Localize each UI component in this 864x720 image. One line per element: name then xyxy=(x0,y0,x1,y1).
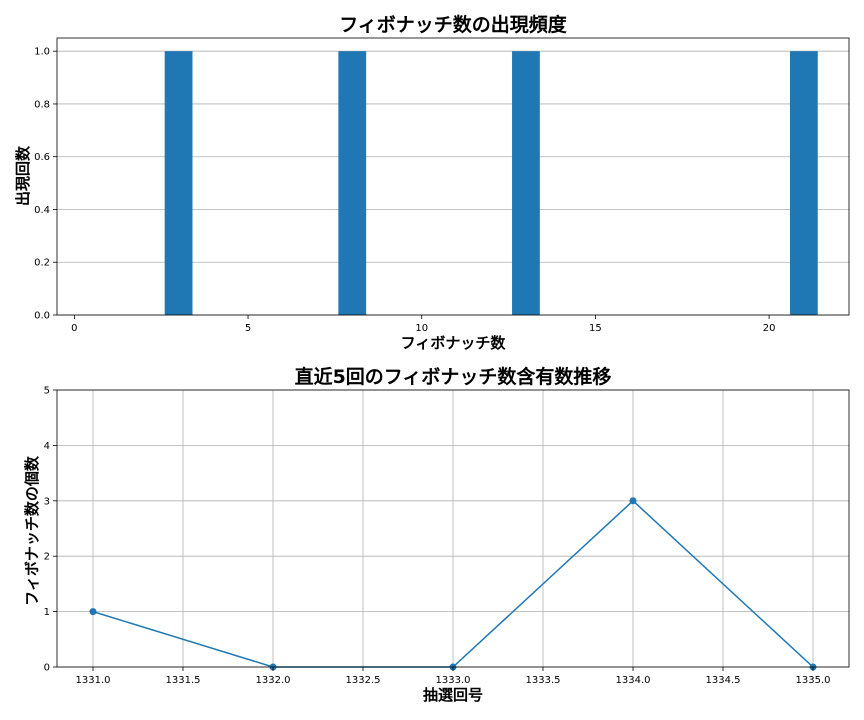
y-tick-label: 0.0 xyxy=(34,311,50,322)
x-tick-label: 1333.5 xyxy=(526,675,561,686)
y-tick-label: 0.4 xyxy=(34,205,50,216)
x-tick-label: 0 xyxy=(71,323,77,334)
line-chart-ticks: 0 1 2 3 4 5 1331.0 1331.5 1332.0 1332.5 1333.0 1333… xyxy=(44,386,831,687)
x-tick-label: 15 xyxy=(589,323,602,334)
bar-chart-frame xyxy=(56,37,850,316)
line-chart-gridlines xyxy=(57,389,849,668)
bar-chart-title: フィボナッチ数の出現頻度 xyxy=(339,13,568,36)
bar xyxy=(338,51,367,315)
y-tick-label: 2 xyxy=(44,552,50,563)
bar-chart-y-axis-label: 出現回数 xyxy=(14,145,32,206)
frequency-bar-chart: フィボナッチ数の出現頻度 0.00.20.40.60.81.00 5 10 15 20 … xyxy=(14,13,850,352)
x-tick-label: 10 xyxy=(415,323,428,334)
data-point xyxy=(629,497,637,505)
x-tick-label: 1331.5 xyxy=(166,675,201,686)
y-tick-label: 0.8 xyxy=(34,99,50,110)
x-tick-label: 1334.0 xyxy=(616,675,651,686)
y-tick-label: 3 xyxy=(44,496,50,507)
y-tick-label: 1.0 xyxy=(34,47,50,58)
x-tick-label: 1332.0 xyxy=(256,675,291,686)
line-chart-title: 直近5回のフィボナッチ数含有数推移 xyxy=(295,365,612,388)
y-tick-label: 4 xyxy=(44,441,50,452)
x-tick-label: 1331.0 xyxy=(76,675,111,686)
bar xyxy=(164,51,193,315)
bar xyxy=(789,51,818,315)
y-tick-label: 1 xyxy=(44,607,50,618)
y-tick-label: 0 xyxy=(44,663,50,674)
trend-line-chart: 直近5回のフィボナッチ数含有数推移 0 1 2 3 4 5 1331.0 1331.5 1332… xyxy=(23,365,850,704)
bar-chart-ticks: 0.0 0.2 0.4 0.6 0.8 1.0 0 5 10 15 20 xyxy=(34,47,775,334)
data-point xyxy=(89,608,97,616)
y-tick-label: 0.2 xyxy=(34,258,50,269)
x-tick-label: 5 xyxy=(245,323,251,334)
x-tick-label: 1333.0 xyxy=(436,675,471,686)
x-tick-label: 1332.5 xyxy=(346,675,381,686)
bar-chart-bars xyxy=(164,51,818,315)
bar xyxy=(512,51,540,315)
bar-chart-x-axis-label: フィボナッチ数 xyxy=(401,334,507,352)
y-tick-label: 0.6 xyxy=(34,152,50,163)
y-tick-label: 5 xyxy=(44,386,50,397)
x-tick-label: 20 xyxy=(763,323,776,334)
x-tick-label: 1334.5 xyxy=(706,675,741,686)
line-chart-x-axis-label: 抽選回号 xyxy=(423,686,483,704)
x-tick-label: 1335.0 xyxy=(796,675,831,686)
line-chart-frame xyxy=(56,389,850,668)
line-chart-y-axis-label: フィボナッチ数の個数 xyxy=(23,455,41,606)
